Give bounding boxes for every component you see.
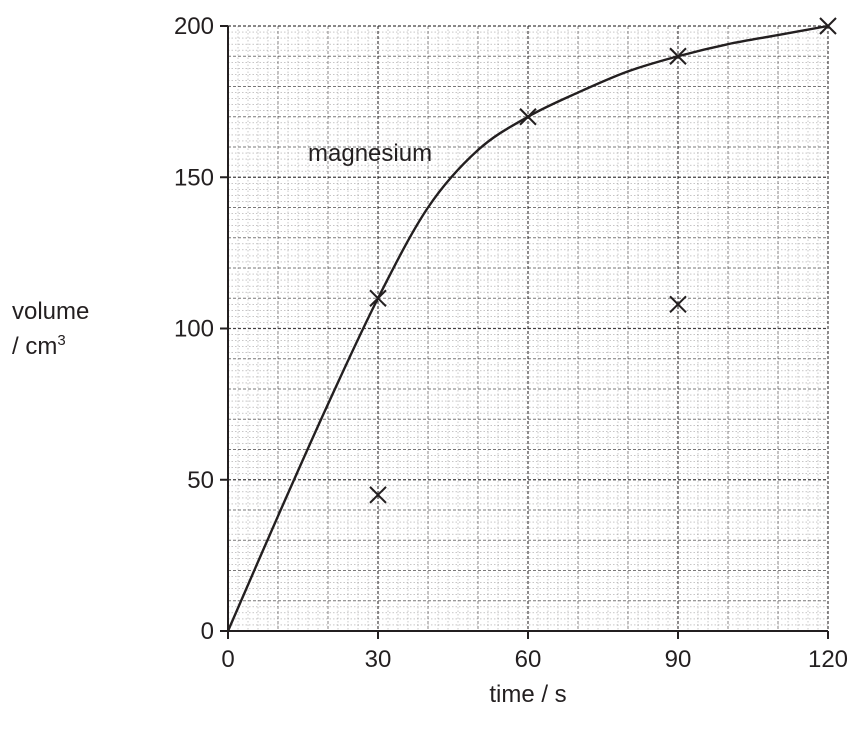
y-tick-label: 50 xyxy=(187,467,214,494)
data-point-cross xyxy=(369,289,387,307)
annotation-magnesium: magnesium xyxy=(308,140,432,167)
data-point-cross xyxy=(669,47,687,65)
cross-stroke xyxy=(669,47,687,65)
cross-stroke xyxy=(369,289,387,307)
y-tick-label: 200 xyxy=(174,13,214,40)
data-points xyxy=(369,17,837,504)
data-point-cross xyxy=(819,17,837,35)
data-point-cross xyxy=(519,108,537,126)
chart-axes xyxy=(220,25,829,639)
chart-tick-labels: 0 30 60 90 120 0 50 100 150 200 xyxy=(174,13,848,673)
x-tick-label: 120 xyxy=(808,646,848,673)
y-tick-label: 100 xyxy=(174,316,214,343)
y-axis-unit: / cm xyxy=(12,333,57,360)
cross-stroke xyxy=(669,295,687,314)
y-tick-label: 150 xyxy=(174,164,214,191)
y-tick-label: 0 xyxy=(201,618,214,645)
cross-stroke xyxy=(369,486,387,504)
magnesium-curve xyxy=(226,24,829,632)
x-tick-label: 60 xyxy=(515,646,542,673)
cross-stroke xyxy=(819,17,837,35)
x-tick-label: 0 xyxy=(221,646,234,673)
y-axis-unit-superscript: 3 xyxy=(57,332,65,349)
y-axis-label-line1: volume xyxy=(12,298,89,325)
x-axis-label: time / s xyxy=(489,681,566,708)
x-tick-label: 90 xyxy=(665,646,692,673)
chart-grid xyxy=(227,25,829,632)
data-point-cross xyxy=(369,486,387,504)
y-axis-label-line2: / cm3 xyxy=(12,332,66,360)
cross-stroke xyxy=(519,108,537,126)
data-point-cross xyxy=(669,295,687,314)
x-tick-label: 30 xyxy=(365,646,392,673)
